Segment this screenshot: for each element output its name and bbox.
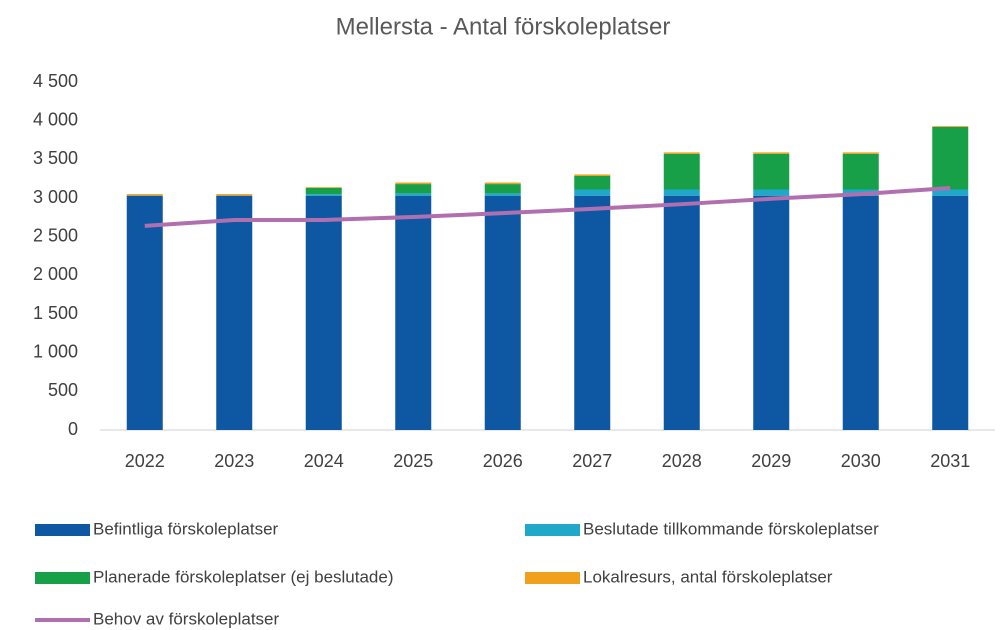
legend-label: Befintliga förskoleplatser (93, 519, 279, 538)
line (144, 185, 951, 228)
y-tick-label: 2 500 (33, 225, 78, 245)
bar-segment (932, 126, 969, 127)
y-tick-label: 2 000 (33, 264, 78, 284)
bar-segment (395, 193, 432, 196)
legend-swatch (525, 524, 580, 536)
bar-segment (216, 195, 253, 430)
bar-segment (484, 182, 521, 185)
legend-swatch (35, 572, 90, 584)
bar-segment (484, 193, 521, 196)
bar-segment (663, 195, 700, 430)
legend-label: Beslutade tillkommande förskoleplatser (583, 519, 879, 538)
bar-segment (126, 194, 163, 196)
bar-segment (574, 195, 611, 430)
x-tick-label: 2031 (930, 451, 970, 471)
bar-segment (305, 187, 342, 195)
bar-segment (574, 175, 611, 190)
bar-segment (395, 182, 432, 185)
bar-segment (305, 187, 342, 188)
bar-segment (753, 152, 790, 154)
bar-segment (305, 195, 342, 430)
legend-label: Lokalresurs, antal förskoleplatser (583, 567, 833, 586)
bar-segment (663, 189, 700, 196)
x-tick-label: 2026 (483, 451, 523, 471)
legend-label: Planerade förskoleplatser (ej beslutade) (93, 567, 394, 586)
bar-segment (932, 189, 969, 196)
y-tick-label: 4 000 (33, 109, 78, 129)
x-tick-label: 2028 (662, 451, 702, 471)
bar-segment (395, 184, 432, 194)
bar-segment (753, 153, 790, 190)
x-tick-label: 2024 (304, 451, 344, 471)
x-tick-label: 2030 (841, 451, 881, 471)
bar-segment (574, 174, 611, 176)
bar-segment (663, 153, 700, 190)
bar-segment (842, 152, 879, 154)
bar-segment (126, 195, 163, 430)
bar-segment (753, 189, 790, 196)
y-tick-label: 1 000 (33, 341, 78, 361)
bar-segment (842, 195, 879, 430)
chart-title: Mellersta - Antal förskoleplatser (336, 13, 671, 40)
bar-segment (305, 194, 342, 196)
x-tick-label: 2023 (214, 451, 254, 471)
bar-segment (216, 194, 253, 196)
x-tick-label: 2025 (393, 451, 433, 471)
legend-label: Behov av förskoleplatser (93, 609, 279, 628)
x-tick-label: 2022 (125, 451, 165, 471)
bar-segment (574, 189, 611, 196)
y-tick-label: 3 000 (33, 187, 78, 207)
y-tick-label: 0 (68, 419, 78, 439)
bar-segment (484, 195, 521, 430)
legend-swatch (35, 524, 90, 536)
y-tick-label: 3 500 (33, 148, 78, 168)
bar-segment (395, 195, 432, 430)
bar-segment (484, 184, 521, 194)
y-tick-label: 1 500 (33, 303, 78, 323)
bar-segment (932, 126, 969, 190)
y-tick-label: 4 500 (33, 71, 78, 91)
bar-segment (932, 195, 969, 430)
bar-segment (753, 195, 790, 430)
y-tick-label: 500 (48, 380, 78, 400)
bar-segment (663, 152, 700, 154)
x-tick-label: 2029 (751, 451, 791, 471)
legend-swatch (525, 572, 580, 584)
bar-segment (842, 153, 879, 190)
x-tick-label: 2027 (572, 451, 612, 471)
